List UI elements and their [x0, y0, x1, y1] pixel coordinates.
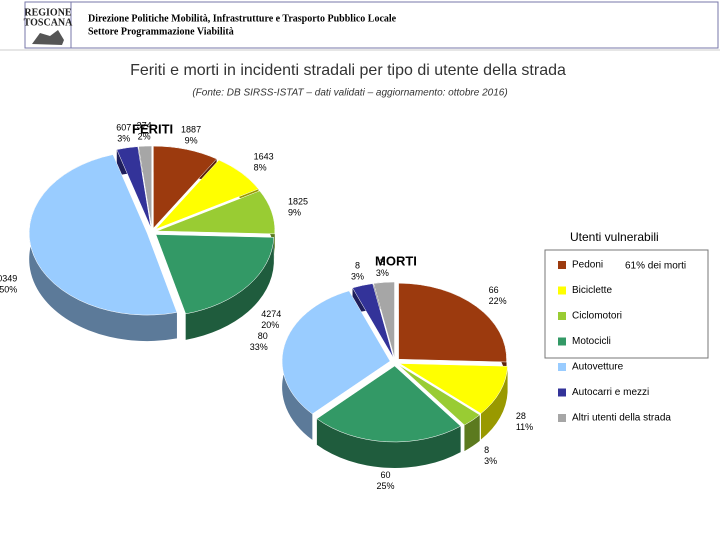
slice — [138, 145, 152, 229]
header-box — [24, 1, 719, 49]
slide-title: Feriti e morti in incidenti stradali per… — [130, 62, 566, 79]
slice-percent: 20% — [261, 320, 279, 330]
legend-label: Altri utenti della strada — [572, 413, 671, 424]
legend-label: Biciclette — [572, 285, 612, 296]
slice-percent: 8% — [254, 163, 267, 173]
slice-percent: 3% — [376, 268, 389, 278]
slice-value: 28 — [516, 411, 526, 421]
legend-swatch — [558, 286, 566, 295]
slice-percent: 9% — [185, 135, 198, 145]
legend-label: Pedoni — [572, 260, 603, 271]
slice-percent: 11% — [516, 422, 533, 432]
slice — [116, 146, 152, 229]
legend-label: Motocicli — [572, 336, 611, 347]
chart-title: MORTI — [375, 253, 417, 268]
slice-value: 1887 — [181, 124, 201, 134]
slice-value: 8 — [355, 260, 360, 270]
slice-side — [464, 414, 480, 452]
slice-value: 8 — [380, 257, 385, 267]
slice — [156, 190, 276, 235]
header-line: Direzione Politiche Mobilità, Infrastrut… — [88, 13, 397, 24]
slice-side — [29, 154, 177, 342]
slice-value: 1643 — [254, 152, 274, 162]
slice-percent: 3% — [117, 133, 130, 143]
slice-percent: 3% — [351, 271, 364, 281]
slice-percent: 22% — [489, 296, 507, 306]
slice — [398, 363, 508, 414]
legend-box — [544, 249, 709, 359]
legend-label: Autovetture — [572, 362, 624, 373]
slice — [28, 154, 178, 316]
legend-label: Ciclomotori — [572, 311, 622, 322]
slice-value: 607 — [116, 122, 131, 132]
slice — [398, 282, 507, 363]
logo-text: TOSCANA — [24, 17, 73, 28]
legend-swatch — [558, 312, 566, 320]
slice-value: 80 — [258, 331, 268, 341]
slice — [155, 234, 275, 315]
slice — [352, 283, 394, 359]
slice-percent: 3% — [484, 456, 497, 466]
slice-side — [480, 366, 508, 440]
logo-text: REGIONE — [24, 7, 72, 18]
slice-side — [185, 237, 274, 340]
slice — [373, 281, 395, 359]
slice-percent: 50% — [0, 284, 17, 294]
slice-value: 4274 — [261, 309, 281, 319]
slice — [281, 290, 391, 415]
slice-value: 8 — [484, 445, 489, 455]
slice-value: 10349 — [0, 273, 17, 283]
slice — [153, 145, 218, 229]
slice-value: 66 — [489, 285, 499, 295]
header-line: Settore Programmazione Viabilità — [88, 26, 234, 37]
slice — [155, 159, 259, 230]
slice-percent: 25% — [377, 481, 395, 491]
slice-percent: 9% — [288, 208, 301, 218]
slice-value: 1825 — [288, 197, 308, 207]
legend-swatch — [558, 414, 566, 422]
slice-percent: 33% — [250, 342, 268, 352]
slice-side — [316, 418, 461, 468]
legend-note: 61% dei morti — [625, 261, 686, 272]
chart-title: FERITI — [132, 121, 173, 136]
slice-value: 374 — [137, 121, 152, 131]
slice-value: 60 — [381, 470, 391, 480]
legend-swatch — [558, 261, 566, 269]
slice-percent: 2% — [138, 132, 151, 142]
slide-subtitle: (Fonte: DB SIRSS-ISTAT – dati validati –… — [192, 88, 507, 99]
legend-label: Autocarri e mezzi — [572, 387, 649, 398]
legend-swatch — [558, 337, 566, 346]
slice — [316, 365, 462, 443]
legend-swatch — [558, 388, 566, 397]
legend-swatch — [558, 363, 566, 371]
legend-title: Utenti vulnerabili — [570, 230, 659, 244]
slice — [398, 364, 481, 426]
logo-emblem — [32, 30, 64, 45]
